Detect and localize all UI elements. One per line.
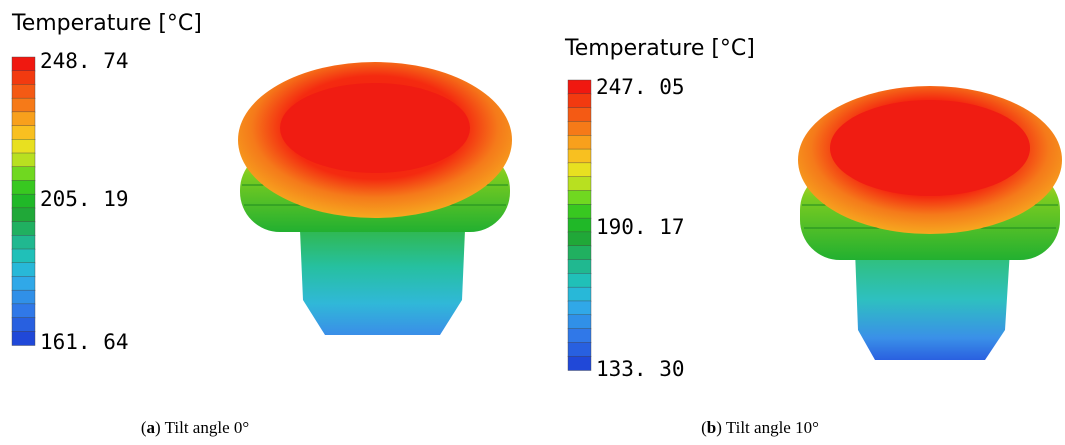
caption-part: ( (141, 418, 147, 437)
colorbar-segment (567, 148, 592, 164)
caption-part: ) Tilt angle 0° (155, 418, 249, 437)
legend-title: Temperature [°C] (564, 36, 755, 61)
legend-title: Temperature [°C] (11, 11, 202, 36)
caption-part: ) Tilt angle 10° (716, 418, 819, 437)
caption: (b) Tilt angle 10° (701, 418, 819, 437)
colorbar-segment (567, 328, 592, 344)
colorbar-segment (567, 204, 592, 219)
colorbar-segment (11, 221, 36, 236)
colorbar-segment (567, 79, 592, 95)
colorbar-segment (11, 56, 36, 72)
colorbar-segment (11, 125, 36, 140)
colorbar-segment (567, 231, 592, 247)
colorbar-segment (11, 317, 36, 332)
colorbar-segment (11, 152, 36, 168)
colorbar-label: 248. 74 (40, 49, 129, 73)
colorbar-segment (11, 289, 36, 305)
colorbar-segment (567, 355, 592, 371)
colorbar-segment (11, 70, 36, 86)
colorbar-segment (11, 139, 36, 154)
colorbar-segment (567, 286, 592, 302)
colorbar-label: 161. 64 (40, 330, 129, 354)
colorbar-segment (11, 235, 36, 250)
colorbar-segment (11, 207, 36, 223)
colorbar-segment (567, 342, 592, 357)
colorbar-segment (567, 314, 592, 330)
colorbar-segment (567, 217, 592, 233)
colorbar-segment (567, 107, 592, 123)
caption: (a) Tilt angle 0° (141, 418, 249, 437)
colorbar-segment (11, 84, 36, 99)
colorbar-segment (567, 176, 592, 192)
colorbar-label: 190. 17 (596, 215, 685, 239)
colorbar-segment (11, 193, 36, 209)
colorbar-segment (567, 162, 592, 178)
colorbar-segment (567, 259, 592, 275)
colorbar-segment (11, 303, 36, 319)
caption-part: ( (701, 418, 707, 437)
piston-a (238, 62, 512, 335)
colorbar-label: 247. 05 (596, 75, 685, 99)
colorbar-segment (567, 273, 592, 288)
colorbar-label: 205. 19 (40, 187, 129, 211)
caption-part: a (146, 418, 155, 437)
colorbar-segment (11, 248, 36, 264)
colorbar-segment (11, 276, 36, 291)
colorbar-segment (11, 166, 36, 182)
colorbar-segment (567, 93, 592, 109)
colorbar-segment (567, 245, 592, 261)
caption-part: b (707, 418, 716, 437)
colorbar-segment (567, 300, 592, 316)
colorbar-segment (567, 135, 592, 150)
colorbar-segment (567, 121, 592, 136)
colorbar-segment (11, 180, 36, 195)
colorbar-segment (567, 190, 592, 205)
colorbar-segment (11, 262, 36, 278)
colorbar-segment (11, 97, 36, 113)
colorbar-segment (11, 331, 36, 346)
colorbar-segment (11, 111, 36, 127)
colorbar-label: 133. 30 (596, 357, 685, 381)
piston-b (798, 86, 1062, 360)
